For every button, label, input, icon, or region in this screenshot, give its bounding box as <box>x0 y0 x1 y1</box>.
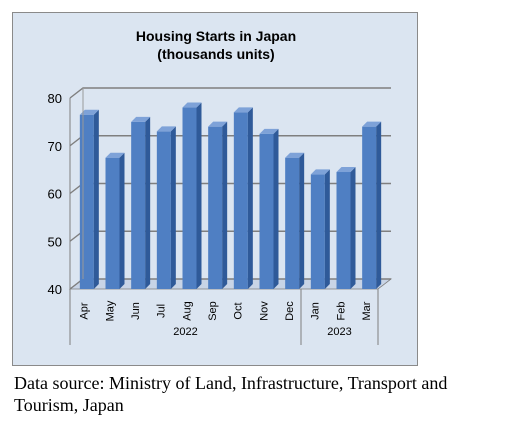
x-tick-label: Apr <box>79 302 91 319</box>
bar-front <box>362 126 377 290</box>
bar-front <box>79 114 94 290</box>
bar-front <box>156 131 171 289</box>
bar-top <box>182 102 202 108</box>
x-tick-label: Aug <box>181 301 193 321</box>
bar-may <box>105 152 125 289</box>
bar-side <box>299 152 305 289</box>
bar-front <box>310 174 325 289</box>
bar-front <box>182 107 197 289</box>
bar-front <box>105 157 120 289</box>
bar-top <box>105 152 125 158</box>
bar-jul <box>156 126 176 289</box>
bar-mar <box>362 121 382 290</box>
x-group-label: 2023 <box>327 326 351 338</box>
bar-top <box>156 126 176 132</box>
x-tick-label: Nov <box>258 301 270 321</box>
y-tick-label: 80 <box>48 91 62 106</box>
bar-front <box>336 172 351 289</box>
bar-side <box>324 169 330 289</box>
bar-front <box>131 121 146 289</box>
x-group-label: 2022 <box>173 326 197 338</box>
bar-dec <box>285 152 305 289</box>
bars-layer <box>79 102 382 290</box>
bar-sep <box>208 121 228 290</box>
bar-top <box>79 109 99 115</box>
y-tick-label: 40 <box>48 282 62 297</box>
bar-top <box>233 107 253 113</box>
bar-jun <box>131 116 151 289</box>
bar-side <box>145 116 151 289</box>
x-tick-label: Dec <box>284 301 296 321</box>
y-axis: 40 50 60 70 80 <box>48 88 84 297</box>
x-tick-label: Jul <box>156 304 168 318</box>
bar-front <box>233 112 248 289</box>
x-tick-label: Feb <box>335 302 347 321</box>
bar-top <box>285 152 305 158</box>
bar-top <box>259 128 279 134</box>
x-tick-label: Jan <box>310 302 322 320</box>
bar-top <box>208 121 228 127</box>
bar-side <box>222 121 228 290</box>
bar-front <box>259 133 274 289</box>
bar-side <box>119 152 125 289</box>
x-tick-label: Sep <box>207 301 219 321</box>
data-source-caption: Data source: Ministry of Land, Infrastru… <box>14 373 448 415</box>
bar-top <box>336 167 356 173</box>
bar-front <box>285 157 300 289</box>
bar-side <box>247 107 253 289</box>
x-tick-label: Jun <box>130 302 142 320</box>
chart-subtitle: (thousands units) <box>157 46 274 62</box>
bar-oct <box>233 107 253 289</box>
bar-top <box>310 169 330 175</box>
x-tick-label: Oct <box>233 302 245 319</box>
housing-starts-bar-chart: Housing Starts in Japan (thousands units… <box>48 28 393 345</box>
bar-top <box>362 121 382 127</box>
x-tick-label: Mar <box>361 301 373 320</box>
chart-panel: Housing Starts in Japan (thousands units… <box>12 12 418 366</box>
bar-jan <box>310 169 330 289</box>
chart-title: Housing Starts in Japan <box>136 28 296 44</box>
bar-feb <box>336 167 356 289</box>
bar-top <box>131 116 151 122</box>
bar-side <box>376 121 382 290</box>
bar-front <box>208 126 223 290</box>
x-axis: Apr May Jun Jul Aug Sep Oct Nov Dec Jan Feb Mar 2022… <box>69 289 379 345</box>
y-tick-label: 60 <box>48 187 62 202</box>
bar-side <box>93 109 99 290</box>
y-tick-label: 70 <box>48 139 62 154</box>
x-tick-label: May <box>104 300 116 321</box>
bar-side <box>273 128 279 289</box>
bar-side <box>196 102 202 289</box>
bar-nov <box>259 128 279 289</box>
bar-side <box>170 126 176 289</box>
bar-aug <box>182 102 202 289</box>
y-tick-label: 50 <box>48 234 62 249</box>
bar-side <box>350 167 356 289</box>
